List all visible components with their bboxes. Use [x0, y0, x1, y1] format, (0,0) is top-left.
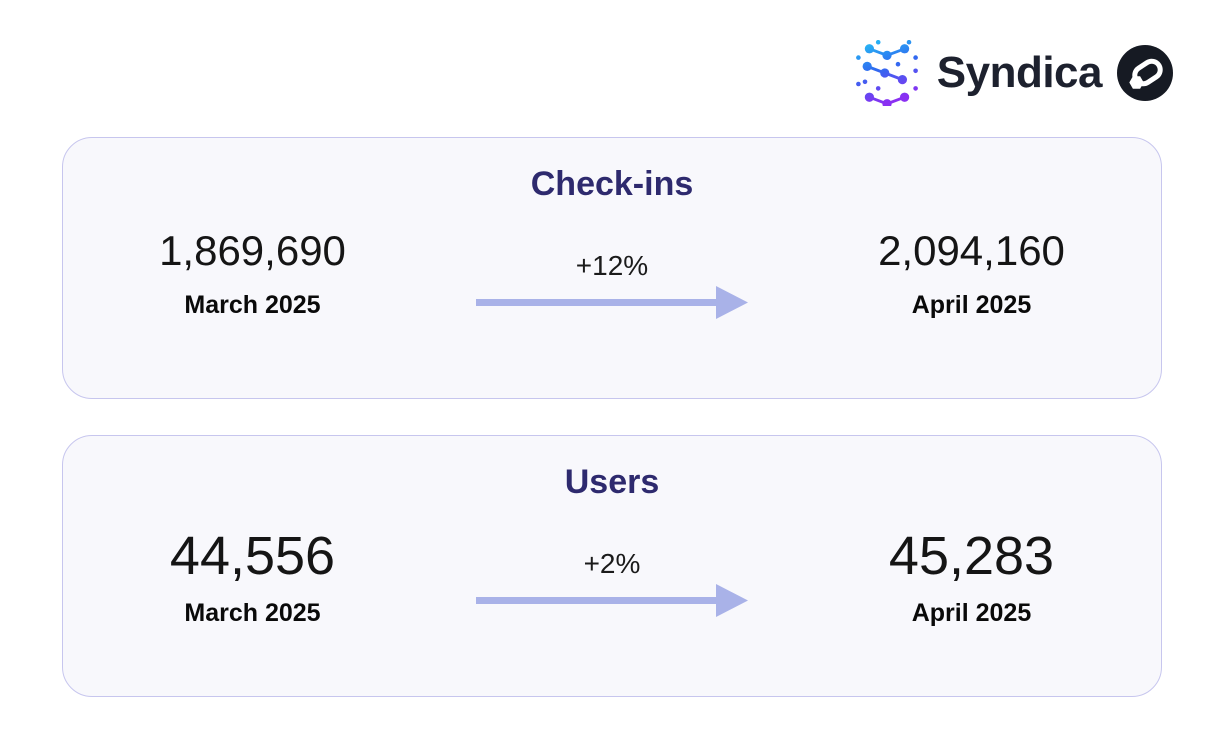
checkins-before-value: 1,869,690 [159, 226, 346, 274]
checkins-before-label: March 2025 [184, 291, 321, 320]
checkins-card: Check-ins 1,869,690 March 2025 +12% 2,09… [62, 137, 1162, 399]
branding-header: Syndica [852, 40, 1173, 106]
syndica-logo-icon [855, 40, 918, 106]
users-change-percent: +2% [583, 547, 641, 579]
right-arrow-icon [476, 583, 748, 617]
checkins-change: +12% [442, 249, 782, 322]
checkins-card-body: 1,869,690 March 2025 +12% 2,094,160 Apri… [63, 227, 1161, 322]
brand-wordmark: Syndica [936, 48, 1103, 97]
checkins-card-title: Check-ins [530, 165, 694, 203]
checkins-after-value: 2,094,160 [878, 226, 1065, 274]
checkins-after-label: April 2025 [911, 291, 1032, 320]
users-change: +2% [442, 547, 782, 620]
users-before-stat: 44,556 March 2025 [63, 525, 442, 628]
users-card-title: Users [564, 463, 660, 501]
app-circle-logo-icon [1117, 45, 1173, 101]
checkins-after-stat: 2,094,160 April 2025 [782, 227, 1161, 320]
users-after-value: 45,283 [888, 525, 1055, 586]
checkins-change-percent: +12% [575, 249, 649, 281]
users-after-stat: 45,283 April 2025 [782, 525, 1161, 628]
users-card: Users 44,556 March 2025 +2% 45,283 April… [62, 435, 1162, 697]
users-after-label: April 2025 [911, 598, 1032, 627]
users-card-body: 44,556 March 2025 +2% 45,283 April 2025 [63, 525, 1161, 628]
checkins-before-stat: 1,869,690 March 2025 [63, 227, 442, 320]
right-arrow-icon [476, 285, 748, 319]
users-before-value: 44,556 [169, 525, 336, 586]
users-before-label: March 2025 [184, 598, 321, 627]
